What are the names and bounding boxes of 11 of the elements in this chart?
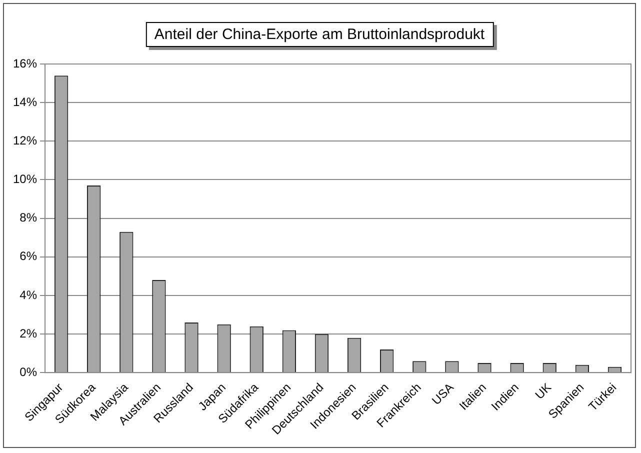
- y-tick-label: 14%: [12, 94, 38, 109]
- y-tick-label: 4%: [20, 288, 38, 302]
- y-tick-label: 6%: [20, 249, 38, 264]
- y-tick-label: 2%: [20, 326, 38, 340]
- y-tick-label: 12%: [12, 133, 38, 148]
- y-tick-label: 0%: [20, 364, 38, 379]
- y-tick-label: 10%: [12, 172, 38, 186]
- y-tick-label: 16%: [12, 56, 38, 70]
- x-tick-label: USA: [429, 380, 456, 408]
- chart-title: Anteil der China-Exporte am Bruttoinlandsprodukt: [145, 22, 494, 47]
- y-tick-label: 8%: [20, 210, 38, 225]
